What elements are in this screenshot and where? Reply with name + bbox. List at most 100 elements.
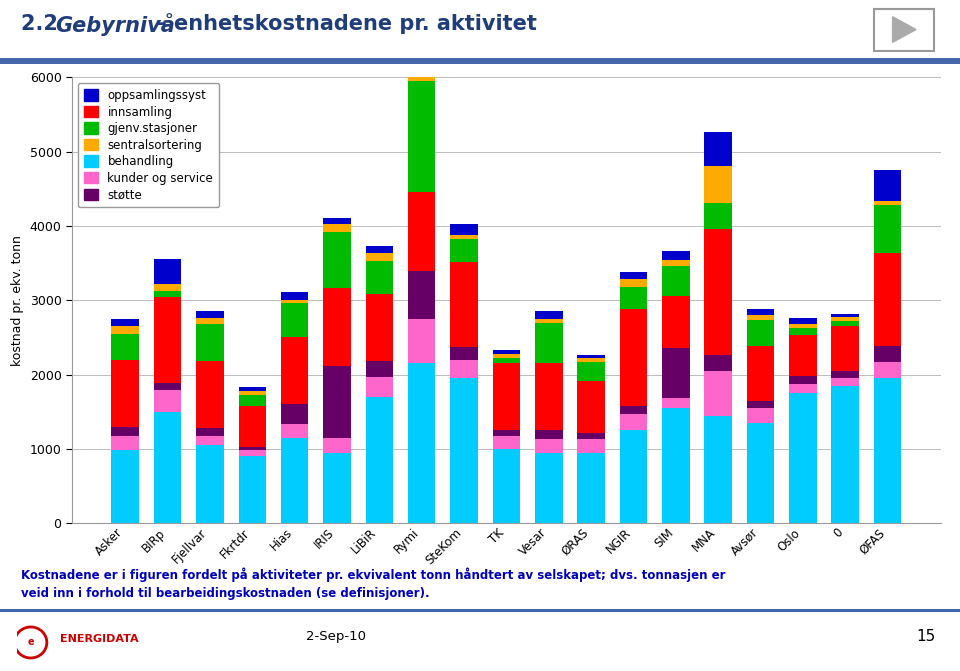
Bar	[620, 309, 647, 406]
Text: 2.2: 2.2	[21, 14, 65, 34]
Text: ENERGIDATA: ENERGIDATA	[60, 635, 138, 644]
Bar	[238, 406, 266, 447]
Bar	[662, 348, 689, 399]
Text: Kostnadene er i figuren fordelt på aktiviteter pr. ekvivalent tonn håndtert av s: Kostnadene er i figuren fordelt på aktiv…	[21, 567, 726, 582]
Bar	[196, 318, 224, 324]
Bar	[874, 201, 901, 205]
Bar	[789, 318, 817, 324]
Bar	[366, 377, 393, 397]
Bar	[620, 406, 647, 414]
Bar	[111, 427, 139, 435]
Bar	[535, 323, 563, 364]
Bar	[577, 358, 605, 362]
Bar	[238, 395, 266, 406]
Bar	[154, 383, 181, 389]
Bar	[705, 132, 732, 166]
Bar	[154, 291, 181, 297]
Polygon shape	[893, 17, 916, 42]
Bar	[747, 401, 775, 408]
Bar	[366, 254, 393, 261]
Bar	[705, 371, 732, 415]
Bar	[874, 362, 901, 378]
Bar	[620, 272, 647, 279]
Bar	[577, 433, 605, 440]
Bar	[620, 287, 647, 309]
Bar	[535, 319, 563, 323]
Bar	[789, 324, 817, 328]
Bar	[705, 356, 732, 371]
Bar	[366, 397, 393, 523]
Bar	[831, 326, 859, 371]
Bar	[238, 456, 266, 523]
Bar	[874, 378, 901, 523]
Bar	[366, 295, 393, 361]
Bar	[324, 219, 350, 224]
Bar	[366, 361, 393, 377]
Bar	[789, 384, 817, 393]
Bar	[154, 412, 181, 523]
Text: – enhetskostnadene pr. aktivitet: – enhetskostnadene pr. aktivitet	[149, 14, 537, 34]
Bar	[196, 428, 224, 435]
Bar	[281, 337, 308, 404]
Bar	[874, 205, 901, 254]
Bar	[408, 81, 436, 193]
Bar	[196, 324, 224, 361]
Bar	[789, 328, 817, 336]
Bar	[281, 438, 308, 523]
Bar	[747, 346, 775, 401]
Bar	[831, 317, 859, 321]
Bar	[662, 260, 689, 266]
Bar	[281, 292, 308, 299]
Bar	[662, 296, 689, 348]
Bar	[238, 387, 266, 391]
Bar	[196, 361, 224, 428]
Bar	[111, 435, 139, 450]
Bar	[450, 360, 478, 378]
Bar	[831, 378, 859, 386]
Bar	[662, 408, 689, 523]
Bar	[408, 36, 436, 81]
Bar	[196, 435, 224, 446]
Bar	[238, 450, 266, 456]
Bar	[747, 309, 775, 315]
Bar	[408, 270, 436, 319]
Bar	[747, 315, 775, 319]
Bar	[196, 311, 224, 318]
Bar	[705, 203, 732, 229]
Bar	[831, 321, 859, 326]
Bar	[747, 319, 775, 346]
Bar	[705, 415, 732, 523]
Bar	[831, 386, 859, 523]
Bar	[874, 254, 901, 346]
Text: 15: 15	[917, 629, 936, 643]
Bar	[154, 389, 181, 412]
FancyBboxPatch shape	[0, 609, 960, 612]
Bar	[450, 378, 478, 523]
Bar	[450, 347, 478, 360]
Bar	[747, 408, 775, 423]
Bar	[535, 453, 563, 523]
Bar	[324, 453, 350, 523]
Bar	[620, 279, 647, 287]
Bar	[620, 430, 647, 523]
Bar	[492, 449, 520, 523]
Bar	[535, 364, 563, 430]
Bar	[789, 393, 817, 523]
Bar	[111, 333, 139, 360]
Bar	[831, 371, 859, 378]
Bar	[789, 376, 817, 384]
Bar	[492, 354, 520, 358]
Bar	[366, 246, 393, 254]
Bar	[281, 404, 308, 425]
Bar	[324, 232, 350, 288]
Legend: oppsamlingssyst, innsamling, gjenv.stasjoner, sentralsortering, behandling, kund: oppsamlingssyst, innsamling, gjenv.stasj…	[78, 83, 219, 207]
Bar	[450, 223, 478, 235]
Bar	[662, 266, 689, 296]
Bar	[577, 380, 605, 433]
Bar	[281, 299, 308, 303]
Bar	[577, 453, 605, 523]
Text: 2-Sep-10: 2-Sep-10	[306, 629, 366, 643]
Bar	[450, 235, 478, 240]
Bar	[408, 29, 436, 36]
Bar	[111, 360, 139, 427]
